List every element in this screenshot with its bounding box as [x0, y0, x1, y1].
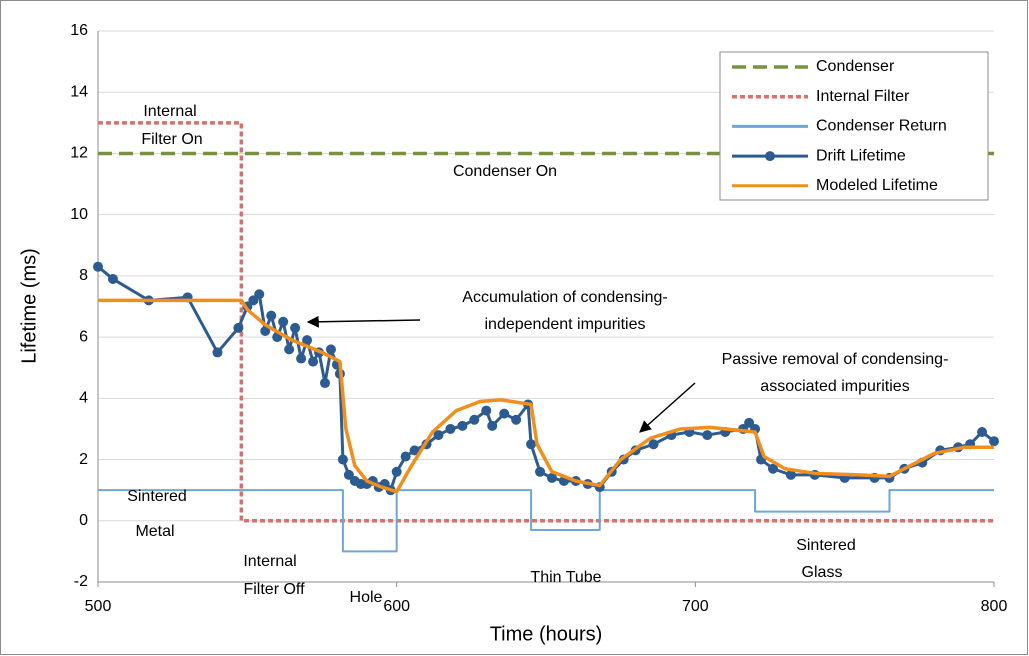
- data-point: [391, 466, 402, 477]
- y-tick-label: 10: [70, 206, 88, 223]
- annotation: Thin Tube: [530, 569, 601, 586]
- data-point: [302, 335, 313, 346]
- y-tick-label: 0: [79, 512, 88, 529]
- data-point: [702, 430, 713, 441]
- y-tick-label: 4: [79, 390, 88, 407]
- data-point: [308, 356, 319, 367]
- series-line: [98, 298, 994, 494]
- annotation: Hole: [350, 589, 383, 606]
- annotations: Internal Filter On Condenser On Sintered Met…: [127, 103, 948, 606]
- data-point: [278, 316, 289, 327]
- data-point: [469, 414, 480, 425]
- x-tick-label: 500: [85, 598, 112, 615]
- data-point: [977, 427, 988, 438]
- data-point: [535, 466, 546, 477]
- data-point: [212, 347, 223, 358]
- legend: Condenser Internal Filter Condenser Return…: [732, 58, 947, 194]
- y-tick-label: 6: [79, 328, 88, 345]
- data-point: [284, 344, 295, 355]
- data-point: [260, 325, 271, 336]
- data-point: [290, 322, 301, 333]
- data-point: [319, 378, 330, 389]
- data-point: [785, 469, 796, 480]
- x-tick-label: 600: [383, 598, 410, 615]
- series-line: [98, 489, 994, 553]
- arrow: [639, 382, 696, 433]
- data-point: [648, 439, 659, 450]
- data-point: [445, 423, 456, 434]
- data-point: [767, 463, 778, 474]
- annotation: Condenser On: [453, 163, 557, 180]
- data-point: [433, 430, 444, 441]
- legend-label: Drift Lifetime: [816, 147, 906, 164]
- plot: [93, 121, 999, 553]
- y-tick-label: -2: [74, 573, 88, 590]
- data-point: [546, 472, 557, 483]
- data-point: [409, 445, 420, 456]
- data-point: [296, 353, 307, 364]
- annotation: associated impurities: [760, 378, 909, 395]
- arrow: [306, 315, 421, 328]
- x-tick-label: 800: [981, 598, 1008, 615]
- y-tick-label: 8: [79, 267, 88, 284]
- legend-label: Modeled Lifetime: [816, 177, 938, 194]
- legend-label: Condenser: [816, 58, 895, 75]
- data-point: [254, 289, 265, 300]
- data-point: [487, 420, 498, 431]
- data-point: [400, 451, 411, 462]
- annotation: Accumulation of condensing-: [462, 289, 667, 306]
- data-point: [107, 273, 118, 284]
- annotation: Sintered: [127, 488, 187, 505]
- data-point: [343, 469, 354, 480]
- data-point: [457, 420, 468, 431]
- data-point: [526, 439, 537, 450]
- annotation: Filter Off: [243, 581, 305, 598]
- y-tick-label: 2: [79, 451, 88, 468]
- data-point: [511, 414, 522, 425]
- data-point: [248, 295, 259, 306]
- annotation: Sintered: [796, 537, 856, 554]
- annotation: Filter On: [141, 131, 202, 148]
- legend-label: Internal Filter: [816, 88, 910, 105]
- y-tick-label: 12: [70, 145, 88, 162]
- annotation: Internal: [143, 103, 196, 120]
- annotation: Passive removal of condensing-: [722, 351, 949, 368]
- x-tick-label: 700: [682, 598, 709, 615]
- annotation: Metal: [135, 523, 174, 540]
- data-point: [93, 261, 103, 272]
- legend-label: Condenser Return: [816, 118, 947, 135]
- y-tick-label: 14: [70, 83, 88, 100]
- data-point: [233, 322, 244, 333]
- annotation: independent impurities: [485, 316, 646, 333]
- data-point: [989, 436, 999, 447]
- data-point: [744, 417, 755, 428]
- annotation: Glass: [802, 564, 843, 581]
- x-axis-title: Time (hours): [490, 623, 603, 645]
- data-point: [266, 310, 277, 321]
- data-point: [325, 344, 336, 355]
- y-tick-label: 16: [70, 22, 88, 39]
- data-point: [337, 454, 348, 465]
- data-point: [481, 405, 492, 416]
- y-axis-title: Lifetime (ms): [18, 248, 40, 364]
- annotation: Internal: [243, 553, 296, 570]
- legend-marker: [765, 151, 775, 162]
- data-point: [499, 408, 510, 419]
